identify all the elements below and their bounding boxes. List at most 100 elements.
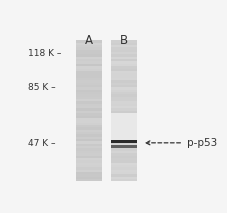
Bar	[76, 179, 102, 181]
Bar	[76, 158, 102, 160]
Bar	[111, 170, 138, 172]
Bar	[111, 47, 138, 50]
Bar	[76, 45, 102, 47]
Bar	[111, 45, 138, 47]
Bar	[111, 125, 138, 127]
Bar	[111, 101, 138, 104]
Bar	[111, 160, 138, 163]
Bar	[76, 104, 102, 106]
Bar	[111, 146, 138, 148]
Bar	[76, 78, 102, 80]
Text: A: A	[85, 34, 93, 47]
Bar	[111, 163, 138, 165]
Bar	[76, 148, 102, 151]
Bar	[111, 92, 138, 94]
Bar	[76, 97, 102, 99]
Bar	[111, 99, 138, 101]
Bar	[111, 66, 138, 69]
Bar	[76, 172, 102, 174]
Bar	[111, 177, 138, 179]
Bar	[111, 113, 138, 115]
Bar	[111, 155, 138, 158]
Bar	[76, 130, 102, 132]
Bar	[76, 76, 102, 78]
Bar	[111, 165, 138, 167]
Bar	[76, 118, 102, 120]
Bar	[111, 134, 138, 137]
Bar	[76, 71, 102, 73]
Bar	[76, 69, 102, 71]
Bar	[76, 113, 102, 115]
Bar	[76, 134, 102, 137]
Bar	[76, 47, 102, 50]
Bar	[111, 104, 138, 106]
Text: p-p53: p-p53	[187, 138, 217, 148]
Bar	[76, 57, 102, 59]
Bar	[76, 80, 102, 83]
Bar	[111, 64, 138, 66]
Bar	[111, 76, 138, 78]
Bar	[111, 132, 138, 134]
Bar	[111, 108, 138, 111]
Bar	[76, 64, 102, 66]
Bar	[76, 163, 102, 165]
Bar	[111, 139, 138, 141]
Bar	[111, 59, 138, 62]
Bar	[111, 158, 138, 160]
Bar	[111, 90, 138, 92]
Bar	[76, 66, 102, 69]
Bar	[111, 57, 138, 59]
Bar	[76, 146, 102, 148]
Bar	[76, 132, 102, 134]
Bar	[76, 62, 102, 64]
Bar	[111, 144, 138, 146]
Bar	[76, 59, 102, 62]
Bar	[111, 172, 138, 174]
Bar	[111, 106, 138, 108]
Bar	[76, 141, 102, 144]
Bar	[111, 140, 138, 143]
Bar	[111, 115, 138, 118]
Bar	[111, 85, 138, 87]
Bar	[76, 87, 102, 90]
Bar	[76, 151, 102, 153]
Bar	[76, 115, 102, 118]
Bar	[111, 83, 138, 85]
Bar	[76, 111, 102, 113]
Bar	[111, 120, 138, 123]
Bar	[76, 40, 102, 43]
Bar	[111, 71, 138, 73]
Bar	[76, 170, 102, 172]
Bar	[76, 85, 102, 87]
Bar	[111, 141, 138, 144]
Bar	[76, 167, 102, 170]
Bar	[111, 130, 138, 132]
Bar	[76, 144, 102, 146]
Bar	[76, 125, 102, 127]
Bar	[76, 108, 102, 111]
Bar	[111, 52, 138, 55]
Bar	[76, 99, 102, 101]
Bar	[111, 43, 138, 45]
Bar	[76, 123, 102, 125]
Text: 85 K –: 85 K –	[28, 83, 56, 92]
Text: 47 K –: 47 K –	[28, 139, 56, 148]
Bar	[111, 174, 138, 177]
Bar	[76, 137, 102, 139]
Bar	[76, 55, 102, 57]
Bar	[111, 69, 138, 71]
Bar	[76, 101, 102, 104]
Bar	[76, 52, 102, 55]
Bar	[111, 127, 138, 130]
Bar	[111, 62, 138, 64]
Bar	[111, 78, 138, 80]
Bar	[111, 50, 138, 52]
Bar	[111, 55, 138, 57]
Bar	[111, 94, 138, 97]
Bar	[111, 118, 138, 120]
Bar	[111, 97, 138, 99]
Bar	[111, 40, 138, 43]
Bar	[111, 153, 138, 155]
Bar	[76, 174, 102, 177]
Bar	[76, 83, 102, 85]
